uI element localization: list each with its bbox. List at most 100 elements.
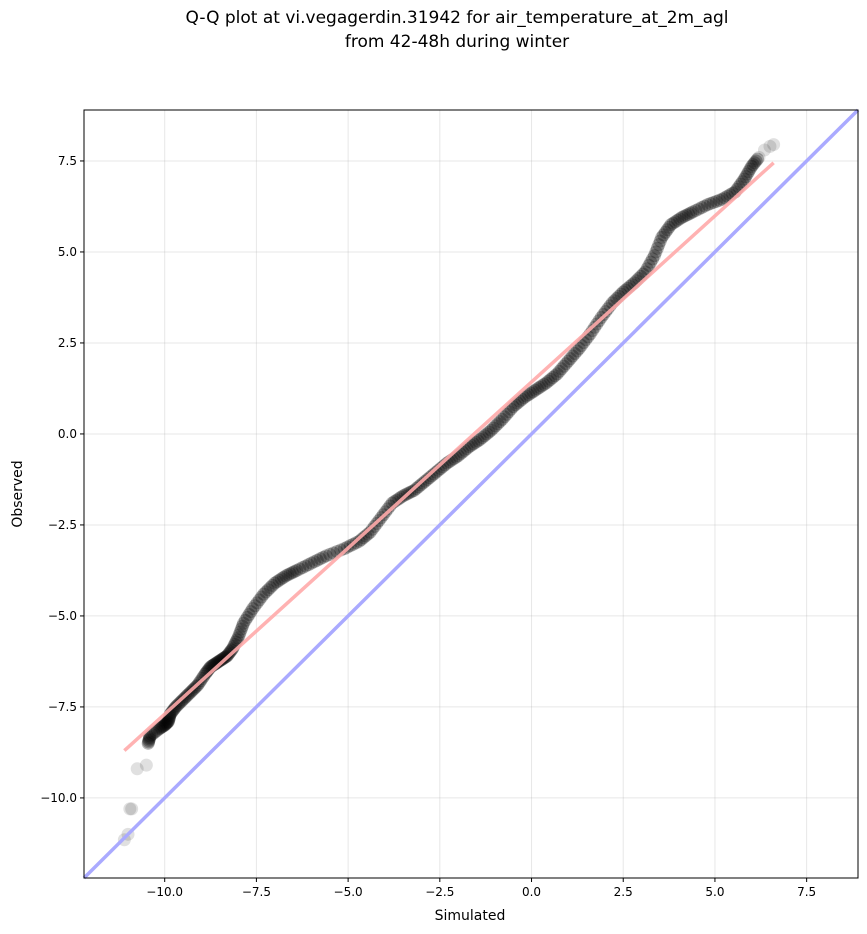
data-point: [272, 573, 286, 587]
data-point: [423, 471, 437, 485]
data-point: [392, 492, 406, 506]
data-point: [646, 252, 660, 266]
data-point: [418, 474, 432, 488]
data-point: [524, 386, 538, 400]
data-point: [215, 653, 229, 667]
data-point: [478, 429, 492, 443]
data-point: [698, 199, 712, 213]
chart-title: Q-Q plot at vi.vegagerdin.31942 for air_…: [185, 8, 728, 28]
data-point: [677, 209, 691, 223]
data-point: [748, 156, 762, 170]
data-point: [233, 625, 247, 639]
y-tick-label: 0.0: [58, 427, 77, 441]
data-point: [673, 212, 687, 226]
data-point: [539, 376, 553, 390]
data-point: [544, 372, 558, 386]
data-point: [257, 587, 271, 601]
data-point: [555, 362, 569, 376]
data-point: [248, 599, 262, 613]
data-point: [513, 394, 527, 408]
data-point: [365, 522, 379, 536]
data-point: [223, 645, 237, 659]
data-point: [240, 610, 254, 624]
data-point: [142, 733, 156, 747]
data-point: [528, 383, 542, 397]
data-point: [156, 720, 170, 734]
data-point: [530, 382, 544, 396]
y-tick-label: −5.0: [48, 609, 77, 623]
data-point: [158, 717, 172, 731]
data-point: [169, 700, 183, 714]
data-point: [464, 438, 478, 452]
data-point: [167, 703, 181, 717]
data-point: [550, 367, 564, 381]
x-tick-label: 5.0: [705, 885, 724, 899]
data-point: [473, 432, 487, 446]
data-point: [242, 607, 256, 621]
data-point: [145, 728, 159, 742]
x-tick-label: 2.5: [614, 885, 633, 899]
y-tick-label: −10.0: [40, 791, 77, 805]
data-point: [559, 357, 573, 371]
data-point: [150, 723, 164, 737]
data-point: [394, 490, 408, 504]
data-point: [548, 369, 562, 383]
scatter-points: [117, 138, 781, 847]
data-point: [682, 207, 696, 221]
data-point: [266, 578, 280, 592]
data-point: [246, 602, 260, 616]
data-point: [130, 762, 144, 776]
data-point: [767, 138, 781, 152]
data-point: [749, 154, 763, 168]
data-point: [142, 735, 156, 749]
data-point: [533, 380, 547, 394]
data-point: [285, 566, 299, 580]
data-point: [259, 585, 273, 599]
data-point: [168, 701, 182, 715]
data-point: [504, 402, 518, 416]
data-point: [234, 622, 248, 636]
data-point: [290, 563, 304, 577]
data-point: [497, 410, 511, 424]
data-point: [735, 175, 749, 189]
data-point: [147, 726, 161, 740]
data-point: [224, 643, 238, 657]
data-point: [692, 202, 706, 216]
data-point: [319, 549, 333, 563]
data-point: [660, 223, 674, 237]
data-point: [566, 349, 580, 363]
data-point: [281, 568, 295, 582]
data-point: [517, 391, 531, 405]
data-point: [170, 698, 184, 712]
data-point: [500, 407, 514, 421]
data-point: [213, 653, 227, 667]
data-point: [653, 234, 667, 248]
data-point: [211, 655, 225, 669]
data-point: [763, 139, 777, 153]
data-point: [352, 534, 366, 548]
data-point: [522, 388, 536, 402]
plot-frame: [83, 109, 859, 879]
data-point: [469, 435, 483, 449]
data-point: [261, 583, 275, 597]
data-point: [652, 238, 666, 252]
data-point: [484, 423, 498, 437]
data-point: [244, 605, 258, 619]
data-point: [743, 162, 757, 176]
data-point: [695, 201, 709, 215]
data-point: [250, 596, 264, 610]
y-tick-label: 7.5: [58, 154, 77, 168]
data-point: [718, 191, 732, 205]
x-tick-label: −5.0: [334, 885, 363, 899]
data-point: [519, 389, 533, 403]
data-point: [750, 152, 764, 166]
data-point: [491, 417, 505, 431]
data-point: [662, 220, 676, 234]
data-point: [141, 736, 155, 750]
data-point: [143, 729, 157, 743]
data-point: [739, 170, 753, 184]
data-point: [154, 720, 168, 734]
x-tick-label: −2.5: [425, 885, 454, 899]
data-point: [263, 581, 277, 595]
data-point: [541, 374, 555, 388]
